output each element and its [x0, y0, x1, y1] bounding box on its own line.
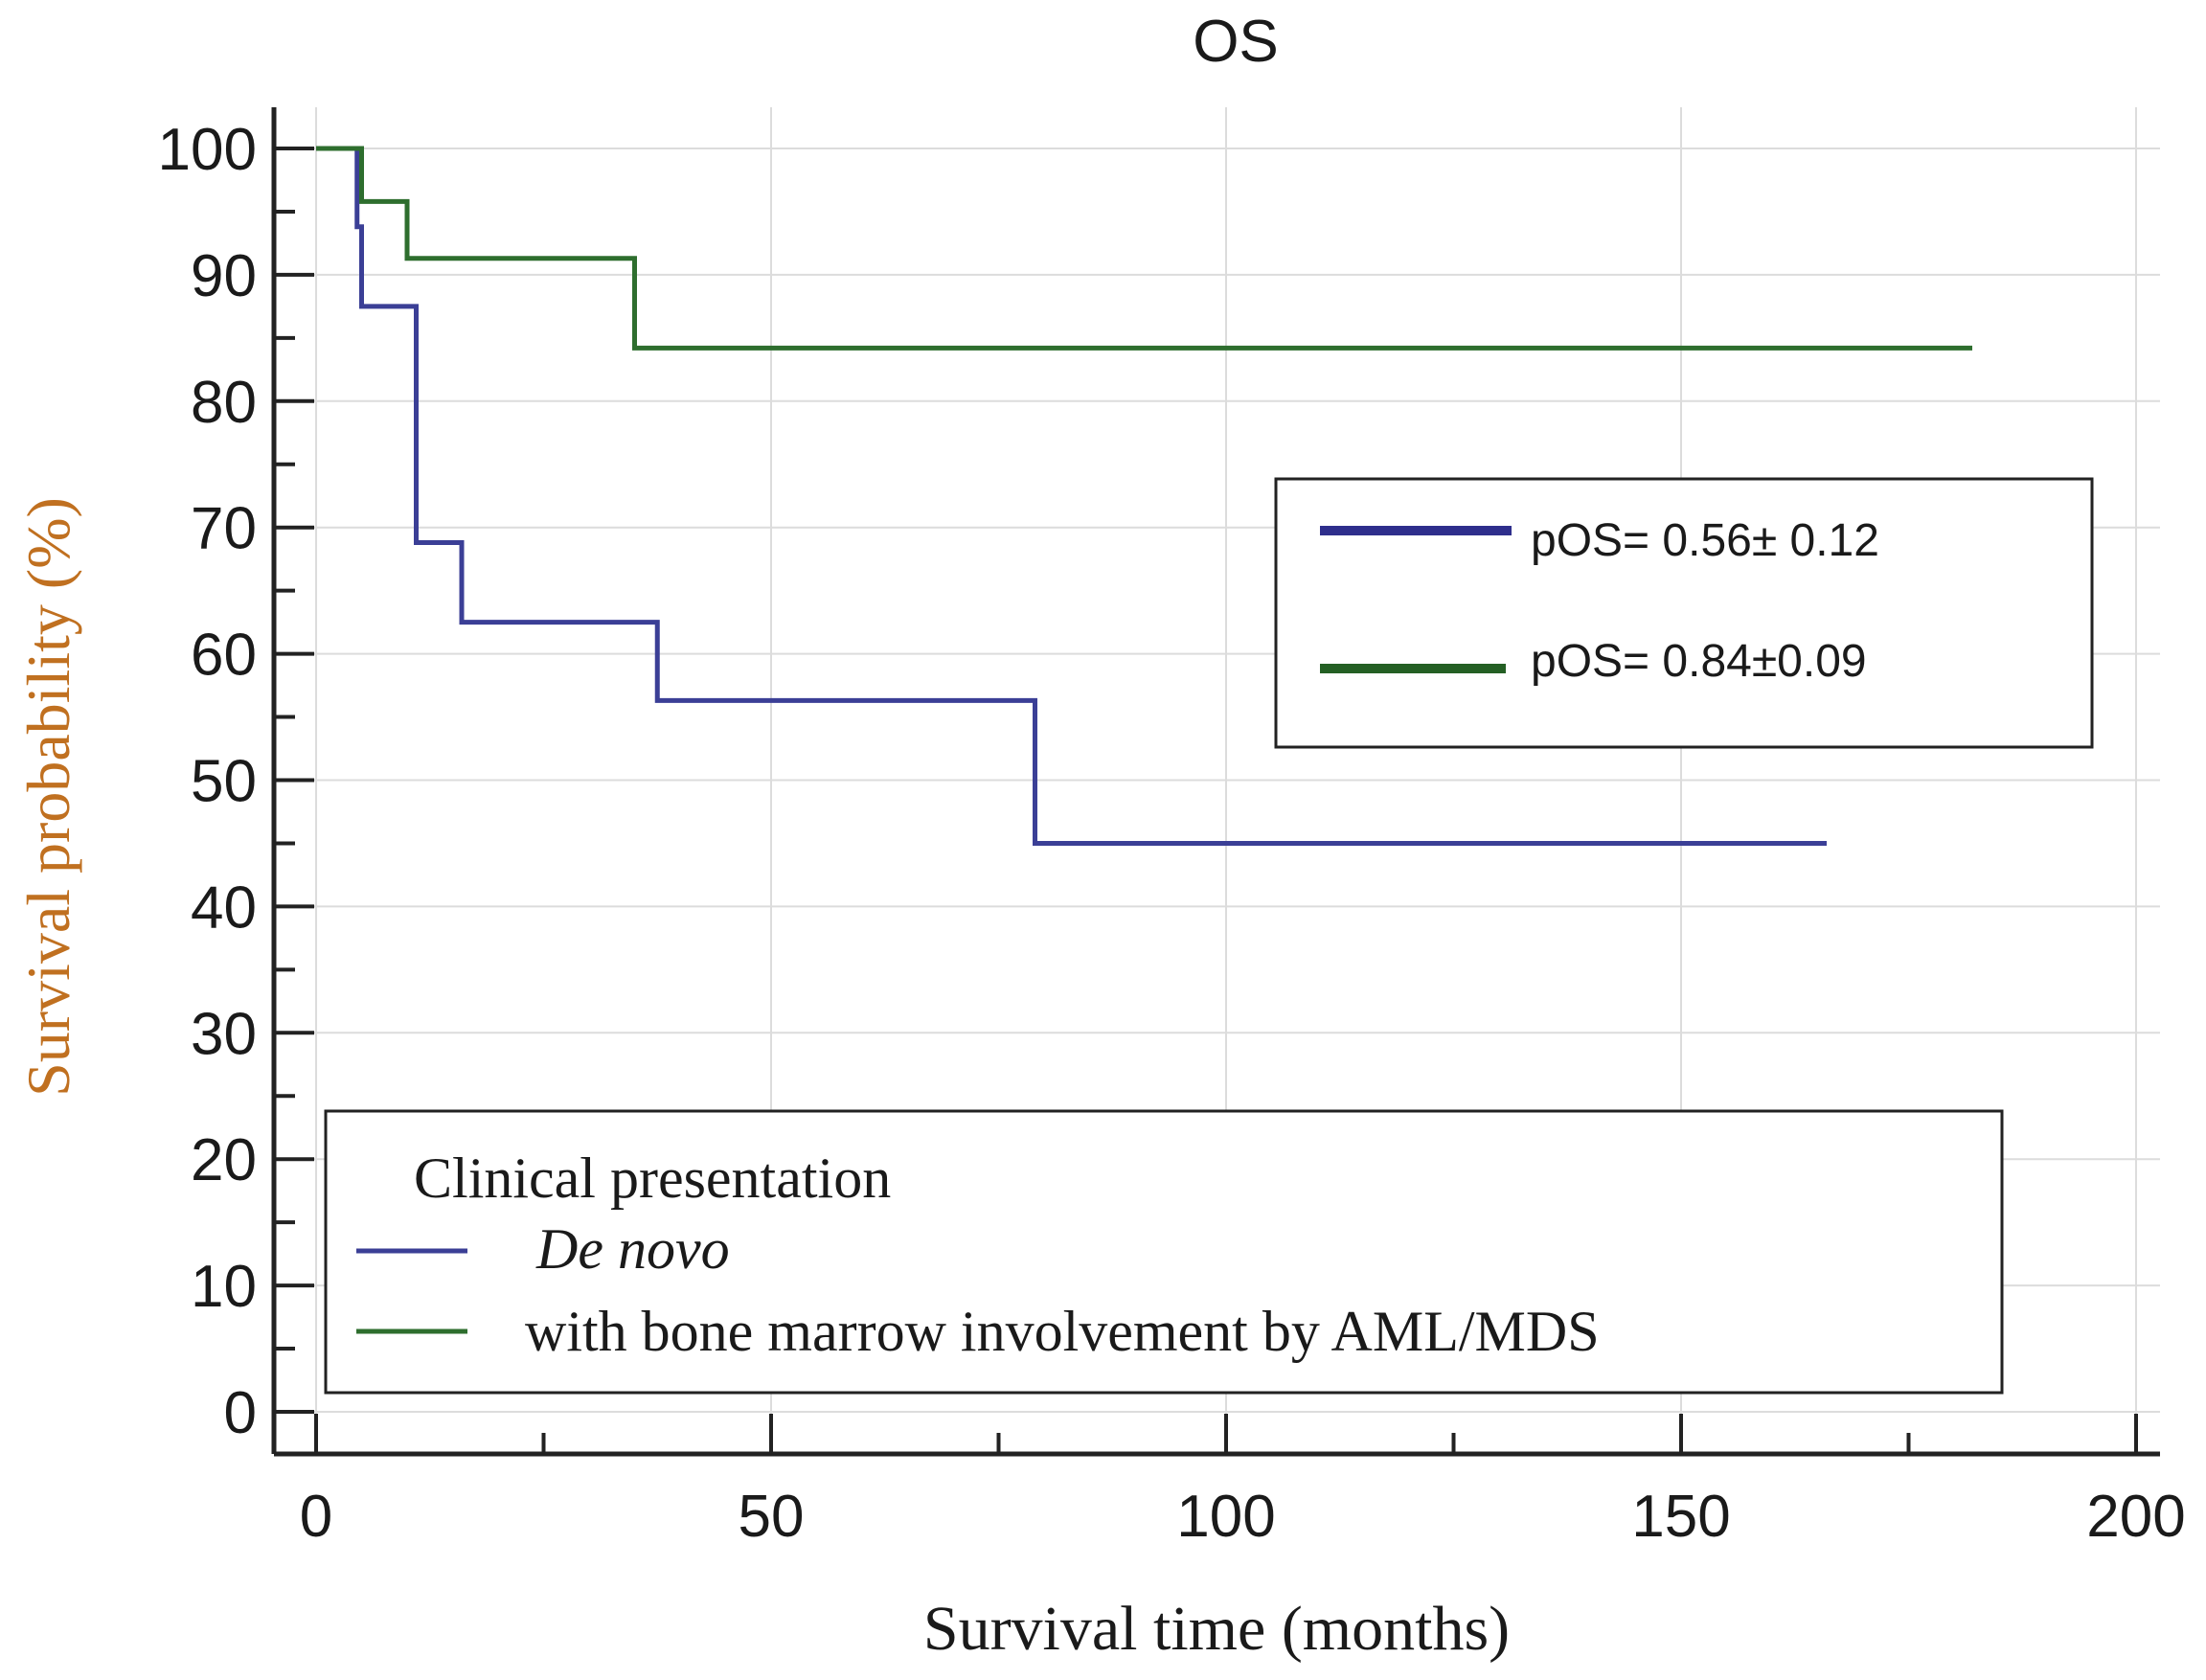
legend-frame	[324, 1109, 2004, 1395]
x-tick-label-0: 0	[300, 1484, 332, 1550]
y-axis-label: Survival probability (%)	[14, 497, 82, 1097]
x-tick-label-100: 100	[1176, 1484, 1275, 1550]
series	[316, 146, 1972, 846]
y-tick-label-20: 20	[191, 1127, 257, 1193]
x-axis-label: Survival time (months)	[923, 1594, 1510, 1664]
pos-annotation-frame	[1274, 477, 2094, 749]
axes: 0 10 20 30 40 50 60 70 80 90 100 0 50 100 150 200	[158, 107, 2186, 1550]
y-tick-label-60: 60	[191, 623, 257, 689]
pos-annotation-denovo: pOS= 0.56± 0.12	[1531, 515, 1879, 566]
x-tick-label-150: 150	[1631, 1484, 1730, 1550]
y-tick-label-30: 30	[191, 1001, 257, 1067]
y-tick-label-10: 10	[191, 1254, 257, 1320]
pos-annotation-box: pOS= 0.56± 0.12 pOS= 0.84±0.09	[1274, 477, 2094, 749]
y-tick-label-100: 100	[158, 117, 257, 183]
y-tick-label-40: 40	[191, 874, 257, 941]
x-tick-label-50: 50	[739, 1484, 805, 1550]
y-tick-label-90: 90	[191, 243, 257, 309]
y-tick-label-0: 0	[224, 1380, 257, 1446]
y-tick-label-70: 70	[191, 496, 257, 562]
series-line-aml-mds	[316, 146, 1972, 351]
y-tick-label-50: 50	[191, 749, 257, 815]
legend-label-denovo: De novo	[535, 1217, 730, 1281]
pos-annotation-aml: pOS= 0.84±0.09	[1531, 636, 1867, 687]
legend-title: Clinical presentation	[414, 1146, 891, 1210]
legend-label-aml: with bone marrow involvement by AML/MDS	[525, 1300, 1600, 1363]
y-tick-label-80: 80	[191, 370, 257, 436]
series-line-denovo	[316, 146, 1827, 846]
chart-title: OS	[1193, 9, 1279, 75]
x-tick-label-200: 200	[2086, 1484, 2185, 1550]
legend: Clinical presentation De novo with bone …	[324, 1109, 2004, 1395]
